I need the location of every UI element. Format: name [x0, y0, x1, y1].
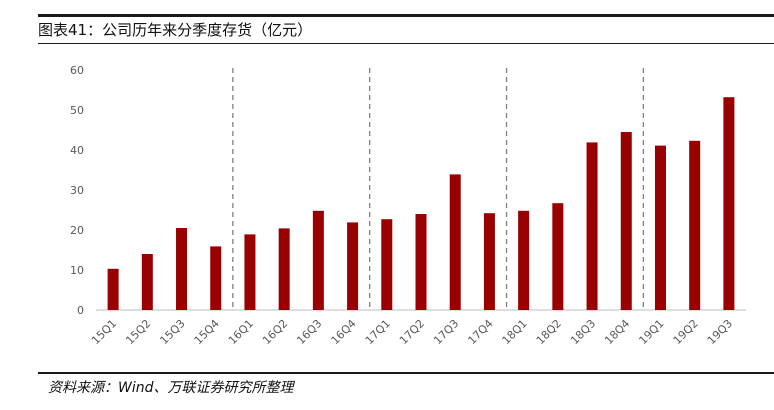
- chart-area: 0 10 20 30 40 50 60 15Q1 15Q2 15Q3 15Q4 16Q1 16Q2 16Q…: [0, 44, 774, 370]
- bar-19q3: [723, 97, 735, 310]
- footer-rule: [38, 372, 774, 374]
- x-tick-label: 15Q2: [123, 317, 153, 347]
- bar-18q1: [518, 210, 530, 310]
- bar-19q2: [689, 140, 701, 310]
- y-tick-label: 20: [70, 224, 84, 237]
- bar-17q2: [415, 214, 427, 310]
- x-tick-label: 18Q4: [602, 317, 632, 347]
- x-tick-label: 18Q3: [568, 317, 598, 347]
- bar-17q3: [449, 174, 461, 310]
- x-tick-label: 18Q1: [500, 317, 530, 347]
- bar-15q2: [141, 254, 153, 310]
- y-tick-label: 10: [70, 264, 84, 277]
- bar-16q4: [347, 222, 359, 310]
- x-tick-label: 19Q3: [705, 317, 735, 347]
- bar-15q1: [107, 268, 119, 310]
- x-tick-label: 15Q4: [192, 317, 222, 347]
- x-tick-label: 15Q1: [89, 317, 119, 347]
- x-tick-label: 16Q2: [260, 317, 290, 347]
- bar-19q1: [654, 145, 666, 310]
- x-tick-label: 17Q1: [363, 317, 393, 347]
- bar-15q4: [210, 246, 222, 310]
- bar-18q4: [620, 132, 632, 310]
- bar-16q1: [244, 234, 256, 310]
- bar-18q2: [552, 203, 564, 310]
- x-tick-label: 16Q4: [329, 317, 359, 347]
- header-top-rule: [38, 14, 774, 17]
- x-tick-label: 17Q4: [465, 317, 495, 347]
- bar-16q3: [312, 210, 324, 310]
- x-tick-label: 16Q3: [294, 317, 324, 347]
- header-bottom-rule: [38, 43, 774, 44]
- bar-16q2: [278, 228, 290, 310]
- figure-title: 图表41：公司历年来分季度存货（亿元）: [38, 21, 313, 39]
- x-tick-label: 18Q2: [534, 317, 564, 347]
- bar-18q3: [586, 142, 598, 310]
- y-tick-label: 60: [70, 64, 84, 77]
- x-tick-label: 19Q2: [671, 317, 701, 347]
- bar-15q3: [176, 228, 188, 310]
- bar-17q1: [381, 219, 393, 310]
- bar-17q4: [483, 213, 495, 310]
- y-tick-label: 30: [70, 184, 84, 197]
- x-tick-label: 17Q2: [397, 317, 427, 347]
- x-tick-label: 15Q3: [157, 317, 187, 347]
- y-tick-label: 50: [70, 104, 84, 117]
- x-tick-label: 16Q1: [226, 317, 256, 347]
- y-tick-label: 40: [70, 144, 84, 157]
- x-tick-label: 17Q3: [431, 317, 461, 347]
- source-note: 资料来源：Wind、万联证券研究所整理: [48, 380, 294, 396]
- y-tick-label: 0: [77, 304, 84, 317]
- x-tick-label: 19Q1: [636, 317, 666, 347]
